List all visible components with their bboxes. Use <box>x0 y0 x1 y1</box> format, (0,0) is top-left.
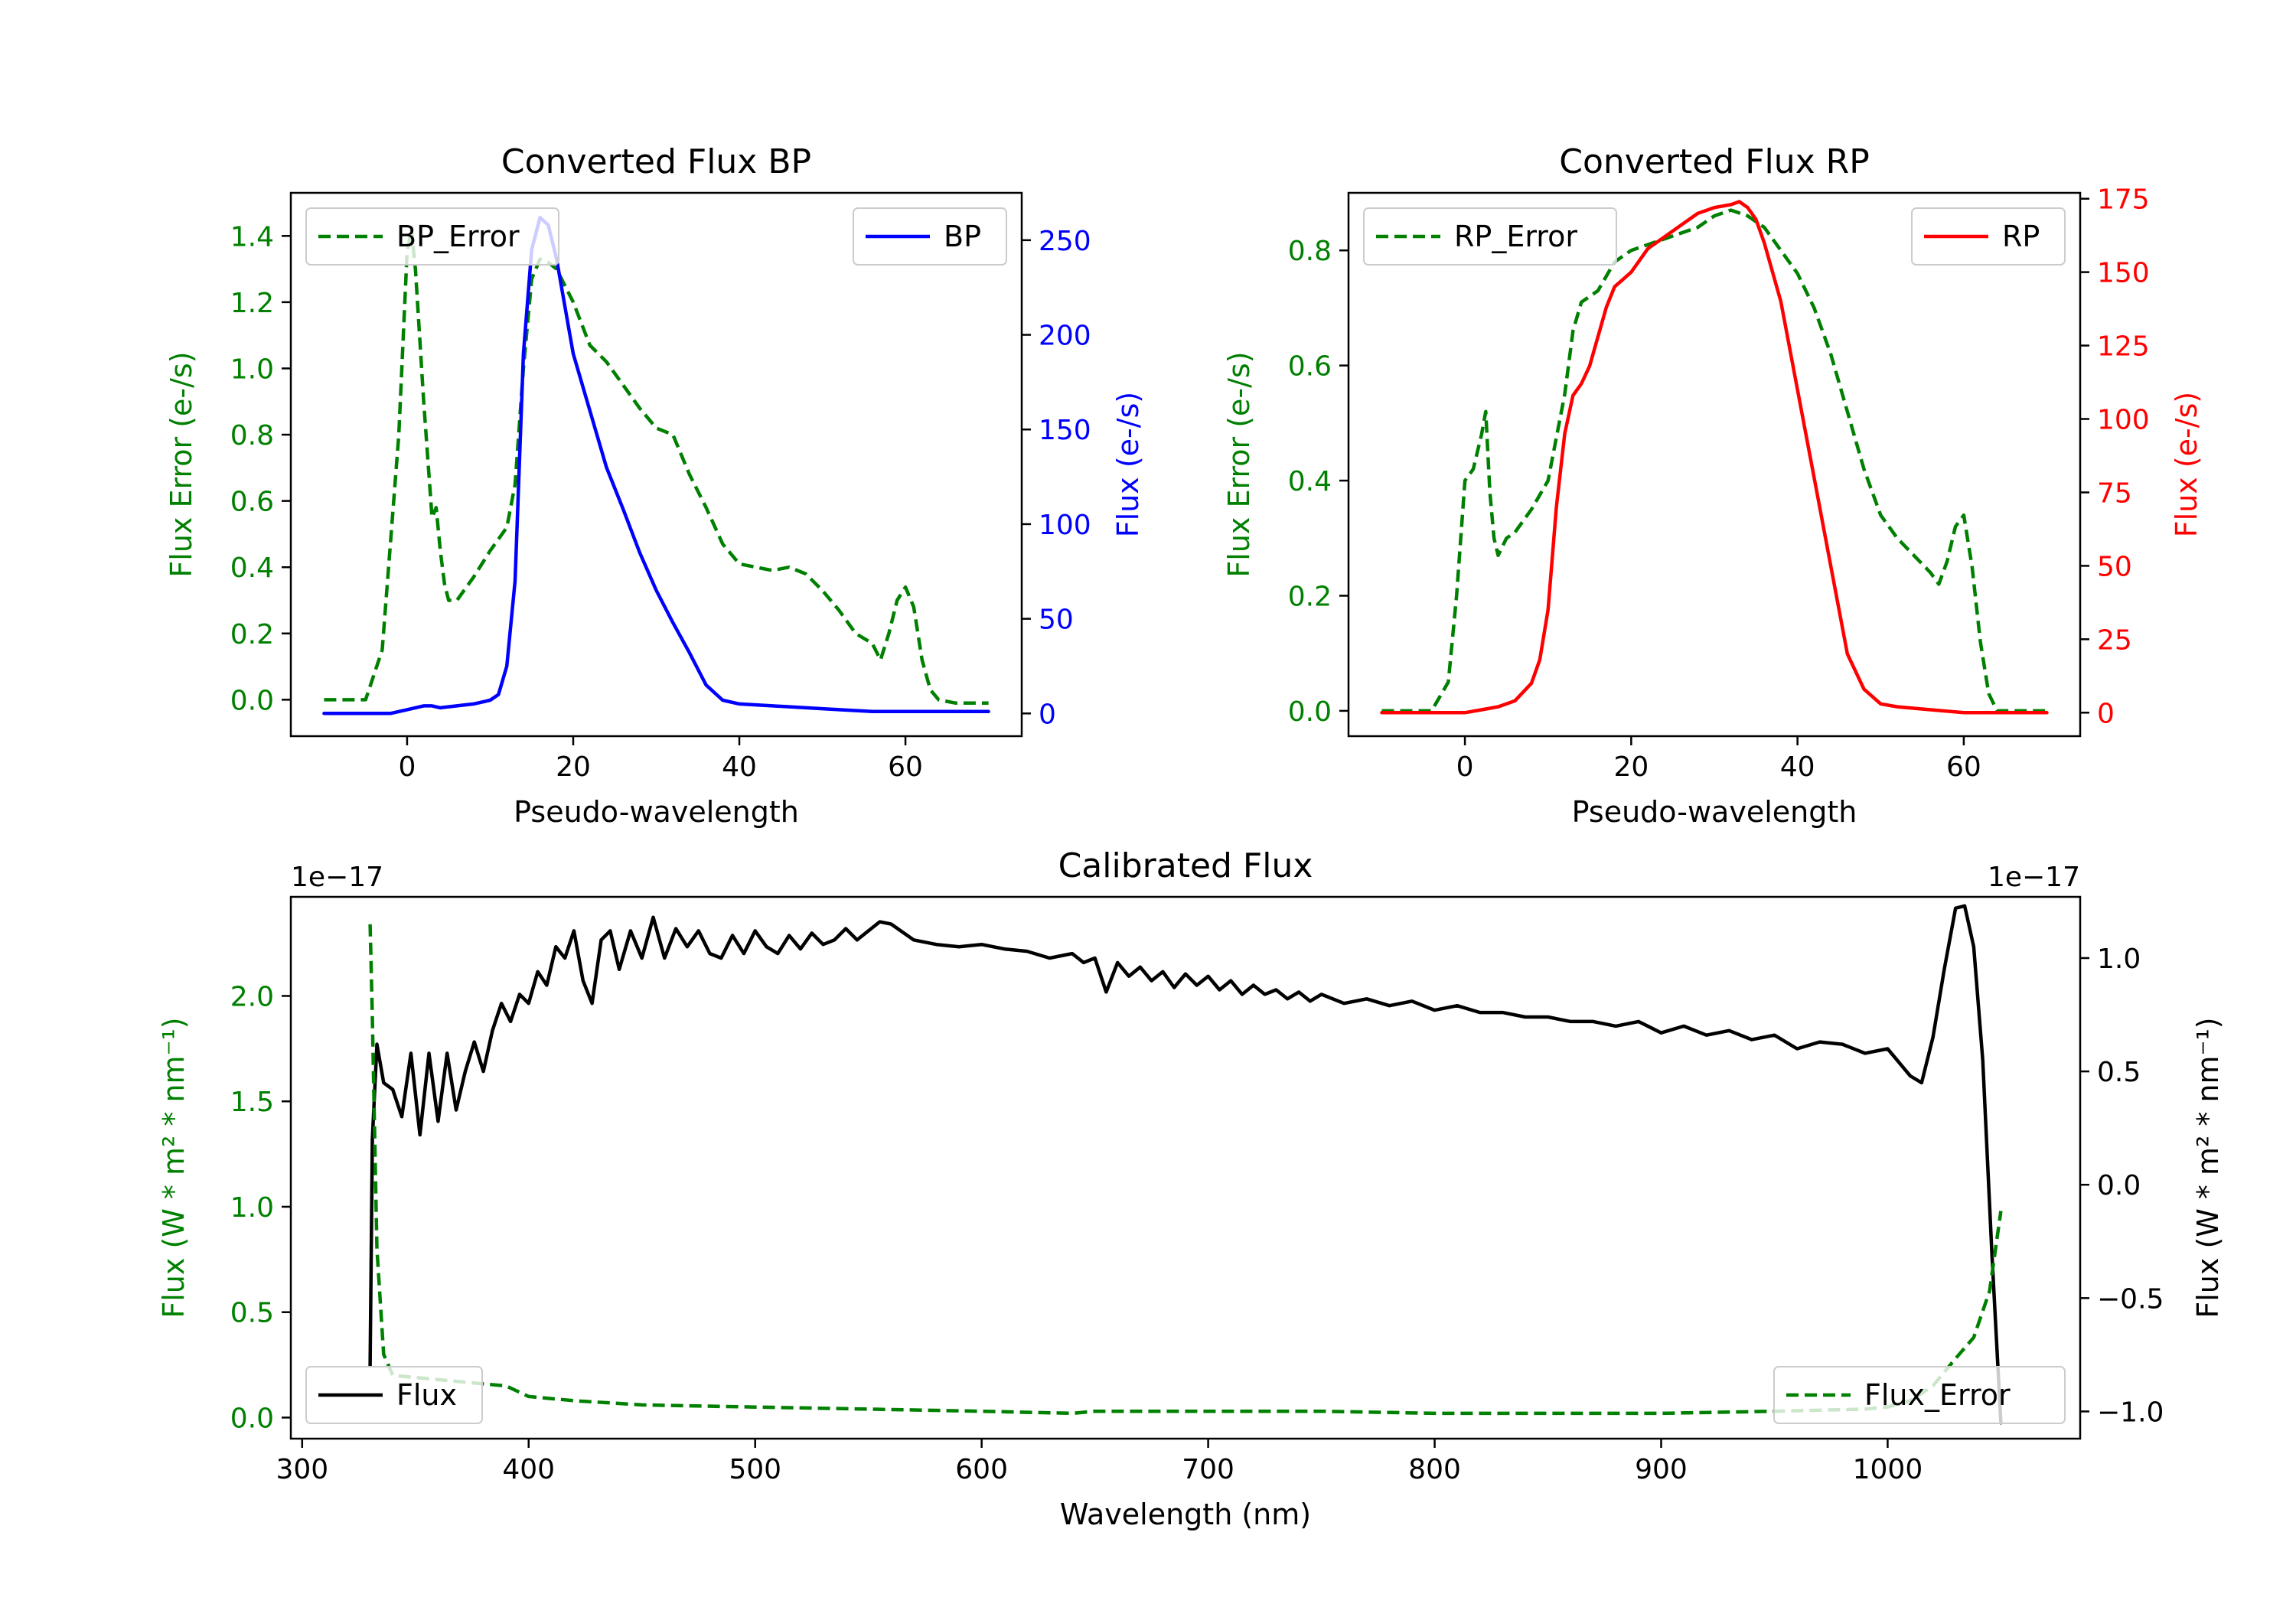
y-right-tick-label: −1.0 <box>2097 1397 2164 1428</box>
y-right-tick-label: 75 <box>2097 478 2132 509</box>
y-right-tick-label: 150 <box>2097 258 2150 289</box>
y-right-tick-label: 1.0 <box>2097 944 2141 975</box>
y-left-tick-label: 2.0 <box>230 981 274 1012</box>
series-line-flux <box>368 904 2003 1425</box>
x-tick-label: 900 <box>1635 1454 1688 1485</box>
rp-chart: Converted Flux RP 0 20 40 60 0.0 0.2 0.4 0.6 0.8 0… <box>1222 142 2203 829</box>
y-right-tick-label: −0.5 <box>2097 1283 2164 1315</box>
legend-flux-error-box <box>1773 1366 2066 1424</box>
x-tick-label: 600 <box>955 1454 1008 1485</box>
calibrated-flux-chart: Calibrated Flux 300 400 500 600 700 800 900 1000… <box>157 846 2225 1531</box>
x-tick-label: 0 <box>398 751 416 783</box>
x-axis-label: Pseudo-wavelength <box>514 795 799 829</box>
y-right-tick-label: 100 <box>2097 405 2150 436</box>
axes-frame <box>1347 191 2082 738</box>
x-tick-label: 300 <box>276 1454 328 1485</box>
x-tick-label: 800 <box>1408 1454 1461 1485</box>
axes-frame <box>289 191 1023 738</box>
y-right-tick-label: 0 <box>2097 698 2115 729</box>
x-tick-label: 700 <box>1182 1454 1234 1485</box>
y-right-axis-label: Flux (W * m² * nm⁻¹) <box>2191 1017 2225 1318</box>
bp-chart: Converted Flux BP 0 20 40 60 0.0 0.2 0.4 0.6 0.8 1… <box>165 142 1145 829</box>
series-line-rp <box>1380 200 2049 715</box>
series-line-bp-error <box>324 227 989 705</box>
y-left-tick-label: 0.0 <box>230 685 274 716</box>
y-left-tick-label: 0.4 <box>230 553 274 584</box>
y-right-tick-label: 150 <box>1039 415 1091 446</box>
legend-rp-error-label: RP_Error <box>1454 220 1577 253</box>
x-tick-label: 60 <box>888 751 923 783</box>
x-tick-label: 400 <box>502 1454 555 1485</box>
y-left-axis-label: Flux Error (e-/s) <box>165 351 198 577</box>
y-left-tick-label: 0.8 <box>1288 236 1332 267</box>
legend-bp-error-label: BP_Error <box>396 220 520 253</box>
x-tick-label: 1000 <box>1853 1454 1923 1485</box>
y-right-tick-label: 175 <box>2097 184 2150 216</box>
axes-frame <box>289 895 2082 1440</box>
legend-rp-label: RP <box>2002 220 2040 253</box>
legend-flux-label: Flux <box>396 1378 457 1412</box>
y-left-tick-label: 1.5 <box>230 1087 274 1118</box>
y-left-tick-label: 0.2 <box>230 619 274 650</box>
chart-title: Calibrated Flux <box>1058 846 1313 885</box>
y-left-tick-label: 0.2 <box>1288 581 1332 612</box>
y-right-tick-label: 0 <box>1039 699 1056 730</box>
y-right-tick-label: 0.0 <box>2097 1170 2141 1201</box>
y-left-tick-label: 0.0 <box>230 1403 274 1434</box>
chart-title: Converted Flux RP <box>1559 142 1870 181</box>
y-left-tick-label: 0.6 <box>1288 351 1332 383</box>
y-left-tick-label: 1.4 <box>230 221 274 253</box>
legend-bp-label: BP <box>944 220 981 253</box>
legend-flux-box <box>305 1366 483 1424</box>
offset-left-label: 1e−17 <box>291 862 383 893</box>
y-left-axis-label: Flux Error (e-/s) <box>1222 351 1256 577</box>
y-left-tick-label: 1.0 <box>230 1192 274 1224</box>
y-right-tick-label: 25 <box>2097 624 2132 656</box>
y-right-tick-label: 125 <box>2097 331 2150 363</box>
x-axis-label: Wavelength (nm) <box>1060 1498 1311 1531</box>
y-right-axis-label: Flux (e-/s) <box>1111 392 1145 537</box>
x-axis-label: Pseudo-wavelength <box>1572 795 1857 829</box>
y-left-axis-label: Flux (W * m² * nm⁻¹) <box>157 1017 191 1318</box>
legend-rp-error-box <box>1363 207 1617 266</box>
chart-title: Converted Flux BP <box>501 142 811 181</box>
x-tick-label: 20 <box>1613 751 1649 783</box>
legend-bp-error-box <box>305 207 559 266</box>
x-tick-label: 500 <box>729 1454 781 1485</box>
series-line-rp-error <box>1381 208 2047 713</box>
series-line-flux-error <box>368 924 2003 1416</box>
y-right-tick-label: 50 <box>1039 605 1074 636</box>
y-left-tick-label: 0.4 <box>1288 466 1332 497</box>
x-tick-label: 40 <box>722 751 757 783</box>
y-right-tick-label: 50 <box>2097 551 2132 582</box>
y-left-tick-label: 0.5 <box>230 1298 274 1329</box>
offset-right-label: 1e−17 <box>1988 862 2080 893</box>
y-right-tick-label: 250 <box>1039 226 1091 257</box>
y-left-tick-label: 1.2 <box>230 288 274 319</box>
legend-flux-error-label: Flux_Error <box>1864 1378 2011 1412</box>
y-right-axis-label: Flux (e-/s) <box>2170 392 2203 537</box>
y-left-tick-label: 0.6 <box>230 487 274 518</box>
x-tick-label: 40 <box>1780 751 1815 783</box>
x-tick-label: 0 <box>1456 751 1474 783</box>
y-left-tick-label: 0.8 <box>230 420 274 451</box>
x-tick-label: 20 <box>556 751 591 783</box>
x-tick-label: 60 <box>1946 751 1981 783</box>
y-left-tick-label: 1.0 <box>230 354 274 385</box>
y-right-tick-label: 100 <box>1039 510 1091 541</box>
y-right-tick-label: 200 <box>1039 321 1091 352</box>
y-left-tick-label: 0.0 <box>1288 696 1332 728</box>
y-right-tick-label: 0.5 <box>2097 1057 2141 1088</box>
